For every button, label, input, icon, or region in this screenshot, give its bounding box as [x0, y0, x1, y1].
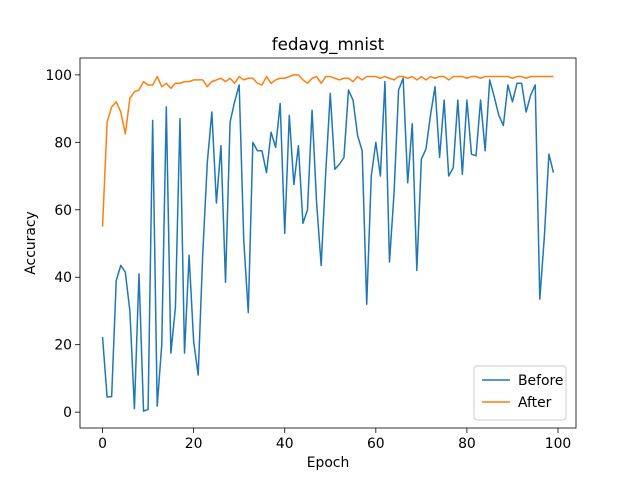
y-tick-label: 20 — [54, 338, 72, 354]
chart-title: fedavg_mnist — [272, 34, 385, 55]
axes-frame — [79, 57, 577, 429]
line-series — [101, 74, 554, 227]
y-tick-label: 100 — [45, 68, 72, 84]
line-series — [101, 77, 555, 412]
y-tick-label: 0 — [63, 405, 72, 421]
x-tick-label: 80 — [458, 436, 476, 452]
x-tick-label: 100 — [545, 436, 572, 452]
legend-label: After — [518, 395, 552, 411]
x-axis-label: Epoch — [307, 455, 350, 471]
x-tick-label: 40 — [276, 436, 294, 452]
x-tick-label: 0 — [98, 436, 107, 452]
x-tick-label: 60 — [367, 436, 385, 452]
x-tick-label: 20 — [185, 436, 203, 452]
y-tick-label: 60 — [54, 203, 72, 219]
legend-label: Before — [518, 373, 563, 389]
y-axis-label: Accuracy — [23, 211, 39, 274]
y-tick-label: 80 — [54, 135, 72, 151]
y-tick-label: 40 — [54, 270, 72, 286]
